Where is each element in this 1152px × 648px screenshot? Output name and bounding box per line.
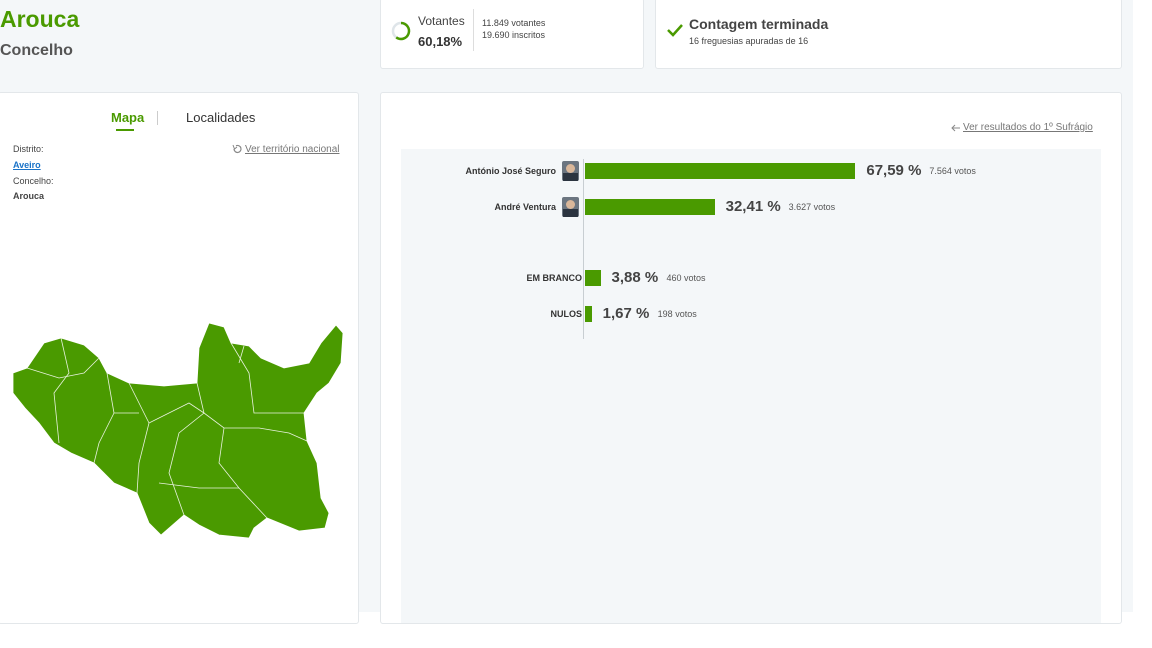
tab-places[interactable]: Localidades xyxy=(186,110,256,125)
turnout-percent: 60,18% xyxy=(418,34,463,49)
registered: 19.690 inscritos xyxy=(482,30,546,40)
back-arrow xyxy=(951,124,960,132)
axis-line xyxy=(583,159,584,339)
candidate-photo xyxy=(562,197,579,217)
turnout-label: Votantes xyxy=(418,14,465,28)
district-link[interactable]: Aveiro xyxy=(13,160,41,170)
result-bar xyxy=(585,199,715,215)
turnout-card: Votantes 60,18% 11.849 votantes 19.690 i… xyxy=(380,0,644,69)
municipality-title: Arouca xyxy=(0,6,80,32)
result-percent: 32,41 % xyxy=(725,198,781,215)
tab-divider xyxy=(157,111,158,125)
municipality-map[interactable] xyxy=(0,313,358,543)
result-votes: 198 votos xyxy=(657,309,697,319)
tab-underline xyxy=(116,129,134,131)
map-panel: Mapa Localidades Ver território nacional… xyxy=(0,92,359,624)
result-votes: 3.627 votos xyxy=(788,202,836,212)
result-votes: 7.564 votos xyxy=(929,166,976,176)
count-title: Contagem terminada xyxy=(689,16,829,32)
results-chart: António José Seguro 67,59 % 7.564 votos And… xyxy=(401,149,1101,623)
candidate-photo xyxy=(562,161,579,181)
result-bar xyxy=(585,306,592,322)
map-shape xyxy=(12,322,344,539)
municipality-value: Arouca xyxy=(13,191,45,201)
district-label: Distrito: xyxy=(13,144,44,154)
voters: 11.849 votantes xyxy=(482,18,546,28)
count-card: Contagem terminada 16 freguesias apurada… xyxy=(655,0,1122,69)
reset-icon xyxy=(232,144,242,154)
results-panel: Ver resultados do 1º Sufrágio António Jo… xyxy=(380,92,1122,624)
municipality-subtitle: Concelho xyxy=(0,42,73,59)
result-votes: 460 votos xyxy=(666,273,706,283)
national-link[interactable]: Ver território nacional xyxy=(245,144,340,155)
result-percent: 67,59 % xyxy=(866,162,922,179)
tab-map[interactable]: Mapa xyxy=(111,110,145,125)
turnout-ring xyxy=(391,21,411,41)
candidate-name: André Ventura xyxy=(494,202,556,212)
result-bar xyxy=(585,163,856,179)
candidate-name: António José Seguro xyxy=(465,166,556,176)
result-bar xyxy=(585,270,601,286)
check-icon xyxy=(667,24,683,37)
count-detail: 16 freguesias apuradas de 16 xyxy=(689,36,809,46)
candidate-name: NULOS xyxy=(550,309,583,319)
candidate-name: EM BRANCO xyxy=(526,273,583,283)
divider xyxy=(473,9,474,51)
ring-progress xyxy=(395,21,411,41)
result-percent: 3,88 % xyxy=(611,269,659,286)
first-round-link[interactable]: Ver resultados do 1º Sufrágio xyxy=(963,122,1093,133)
municipality-label: Concelho: xyxy=(13,176,54,186)
result-percent: 1,67 % xyxy=(602,305,650,322)
